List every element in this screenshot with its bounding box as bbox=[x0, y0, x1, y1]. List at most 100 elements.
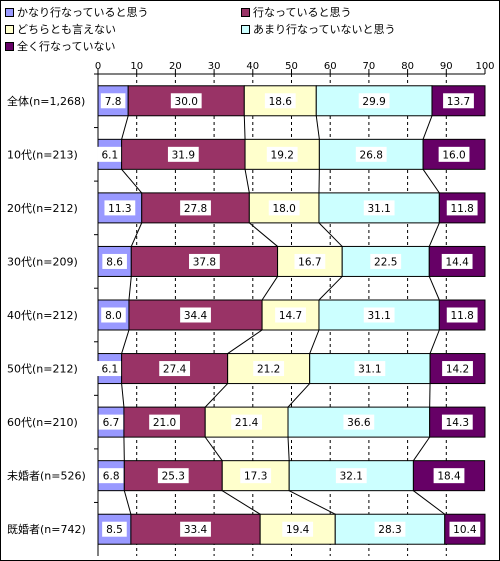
data-label: 14.7 bbox=[279, 310, 302, 322]
data-label: 8.0 bbox=[105, 310, 122, 322]
data-label: 6.1 bbox=[101, 364, 118, 376]
data-label-bg bbox=[363, 200, 395, 216]
legend-swatch-1 bbox=[5, 7, 14, 17]
data-label-bg bbox=[442, 361, 473, 377]
connector-line bbox=[287, 383, 311, 408]
data-label-bg bbox=[268, 200, 300, 216]
connector-line bbox=[315, 115, 320, 140]
connector-line bbox=[121, 329, 130, 354]
x-tick-label-10: 100 bbox=[475, 61, 494, 72]
data-label: 18.0 bbox=[272, 203, 295, 215]
category-label-5: 50代(n=212) bbox=[7, 363, 78, 376]
connector-line bbox=[422, 169, 440, 194]
data-label-bg bbox=[189, 253, 220, 269]
x-tick-label-9: 90 bbox=[440, 61, 453, 72]
data-label: 6.7 bbox=[103, 417, 120, 429]
data-label: 14.3 bbox=[446, 417, 469, 429]
legend-label-5: 全く行なっていない bbox=[17, 40, 116, 53]
data-label-bg bbox=[98, 414, 124, 430]
connector-line bbox=[422, 115, 433, 140]
data-label-bg bbox=[335, 468, 367, 484]
data-label: 16.7 bbox=[298, 256, 321, 268]
data-label-bg bbox=[97, 146, 123, 162]
legend-swatch-5 bbox=[5, 41, 14, 51]
data-label-bg bbox=[449, 521, 481, 537]
data-label-bg bbox=[438, 146, 470, 162]
data-label: 25.3 bbox=[162, 471, 185, 483]
category-label-2: 20代(n=212) bbox=[7, 202, 78, 215]
data-label: 6.8 bbox=[103, 471, 120, 483]
data-label: 30.0 bbox=[175, 96, 198, 108]
data-label: 32.1 bbox=[340, 471, 363, 483]
data-label-bg bbox=[441, 253, 473, 269]
legend-label-2: 行なっていると思う bbox=[253, 6, 352, 19]
connector-line bbox=[318, 276, 343, 301]
category-label-3: 30代(n=209) bbox=[7, 255, 78, 268]
data-label: 8.5 bbox=[106, 524, 123, 536]
connector-line bbox=[428, 222, 440, 247]
data-label: 33.4 bbox=[184, 524, 208, 536]
data-label: 37.8 bbox=[193, 256, 216, 268]
data-label-bg bbox=[441, 414, 473, 430]
data-label: 22.5 bbox=[374, 256, 397, 268]
data-label: 11.8 bbox=[450, 203, 473, 215]
connector-line bbox=[412, 436, 431, 461]
connector-line bbox=[429, 329, 440, 354]
x-tick-label-6: 60 bbox=[324, 61, 337, 72]
data-label-bg bbox=[446, 307, 478, 323]
data-label: 14.4 bbox=[445, 256, 469, 268]
data-label: 27.4 bbox=[163, 364, 187, 376]
data-label-bg bbox=[102, 253, 127, 269]
data-label: 16.0 bbox=[442, 149, 465, 161]
legend-label-3: どちらとも言えない bbox=[17, 23, 116, 36]
data-label: 8.6 bbox=[106, 256, 123, 268]
data-label: 31.1 bbox=[358, 364, 381, 376]
data-label-bg bbox=[180, 307, 211, 323]
category-label-7: 未婚者(n=526) bbox=[7, 469, 86, 483]
data-label-bg bbox=[282, 521, 314, 537]
legend-label-4: あまり行なっていないと思う bbox=[253, 23, 396, 36]
category-label-8: 既婚者(n=742) bbox=[7, 522, 86, 536]
x-tick-label-1: 10 bbox=[130, 61, 143, 72]
data-label-bg bbox=[354, 361, 386, 377]
data-label-bg bbox=[101, 307, 126, 323]
category-label-6: 60代(n=210) bbox=[7, 416, 78, 429]
data-label: 21.0 bbox=[153, 417, 176, 429]
data-label-bg bbox=[294, 253, 326, 269]
legend-item-5: 全く行なっていない bbox=[5, 39, 115, 53]
legend-item-2: 行なっていると思う bbox=[241, 5, 351, 19]
connector-line bbox=[243, 115, 246, 140]
data-label-bg bbox=[343, 414, 375, 430]
data-label: 28.3 bbox=[378, 524, 401, 536]
data-label: 21.4 bbox=[235, 417, 259, 429]
connector-line bbox=[130, 222, 143, 247]
x-tick-label-0: 0 bbox=[95, 61, 101, 72]
connector-line bbox=[221, 490, 261, 515]
x-tick-label-4: 40 bbox=[246, 61, 259, 72]
data-label: 14.2 bbox=[446, 364, 469, 376]
connector-line bbox=[287, 437, 290, 461]
data-label: 21.2 bbox=[257, 364, 280, 376]
data-label-bg bbox=[167, 146, 199, 162]
x-tick-label-7: 70 bbox=[363, 61, 376, 72]
data-label: 34.4 bbox=[184, 310, 208, 322]
connector-line bbox=[204, 436, 223, 461]
data-label: 27.8 bbox=[184, 203, 207, 215]
connector-line bbox=[227, 329, 263, 354]
data-label: 31.9 bbox=[172, 149, 195, 161]
data-label-bg bbox=[266, 146, 298, 162]
connector-line bbox=[261, 276, 278, 301]
data-label: 29.9 bbox=[362, 96, 385, 108]
connector-line bbox=[318, 222, 343, 247]
connector-line bbox=[413, 490, 446, 515]
connector-line bbox=[244, 169, 250, 193]
data-label-bg bbox=[374, 521, 406, 537]
connector-line bbox=[288, 490, 336, 515]
data-label-bg bbox=[446, 200, 478, 216]
legend: かなり行なっていると思う 行なっていると思う どちらとも言えない あまり行なって… bbox=[1, 1, 499, 61]
data-label: 6.1 bbox=[101, 149, 118, 161]
connector-line bbox=[309, 329, 320, 354]
data-label: 31.1 bbox=[367, 310, 390, 322]
